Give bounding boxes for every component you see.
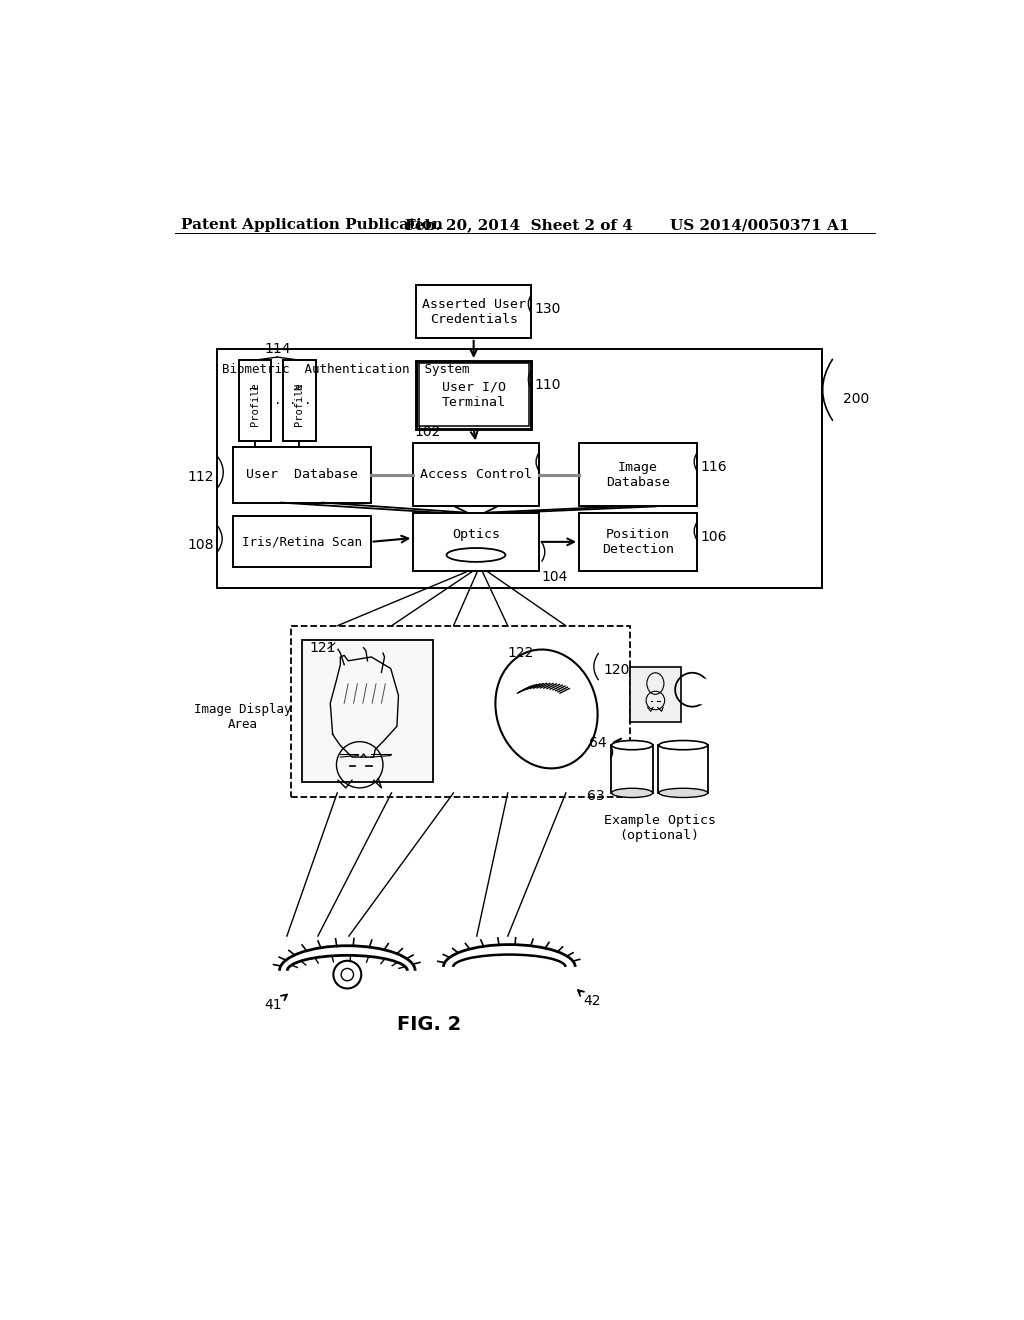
Text: 200: 200 <box>844 392 869 405</box>
Bar <box>658 744 709 793</box>
Text: Profile: Profile <box>250 383 260 426</box>
Text: 1: 1 <box>250 384 260 389</box>
Ellipse shape <box>611 741 652 750</box>
Text: 110: 110 <box>535 378 560 392</box>
Text: Example Optics
(optional): Example Optics (optional) <box>604 814 716 842</box>
Ellipse shape <box>446 548 506 562</box>
Text: 41: 41 <box>264 998 282 1011</box>
Text: 114: 114 <box>264 342 291 355</box>
Text: 104: 104 <box>542 570 568 583</box>
Bar <box>611 744 653 793</box>
Text: Iris/Retina Scan: Iris/Retina Scan <box>242 536 361 548</box>
Ellipse shape <box>658 741 708 750</box>
Bar <box>217 350 821 589</box>
Text: Patent Application Publication: Patent Application Publication <box>180 218 442 232</box>
Text: Biometric  Authentication  System: Biometric Authentication System <box>222 363 469 376</box>
Text: FIG. 2: FIG. 2 <box>396 1015 461 1034</box>
Bar <box>579 512 697 572</box>
Text: Feb. 20, 2014  Sheet 2 of 4: Feb. 20, 2014 Sheet 2 of 4 <box>406 218 633 232</box>
Bar <box>239 360 271 441</box>
Text: 42: 42 <box>584 994 601 1008</box>
Bar <box>630 667 681 722</box>
Bar <box>414 444 539 507</box>
Text: User  Database: User Database <box>246 469 357 482</box>
Bar <box>302 640 432 781</box>
Text: 63: 63 <box>587 789 604 803</box>
Bar <box>579 444 697 507</box>
Bar <box>283 360 315 441</box>
Ellipse shape <box>449 553 504 561</box>
Ellipse shape <box>658 788 708 797</box>
Text: N: N <box>294 384 304 389</box>
Text: Image
Database: Image Database <box>606 461 670 488</box>
Bar <box>417 360 531 429</box>
Text: Profile: Profile <box>294 383 304 426</box>
Text: 122: 122 <box>508 645 535 660</box>
Text: 64: 64 <box>590 737 607 750</box>
Bar <box>232 516 371 568</box>
Text: 120: 120 <box>603 663 630 677</box>
Text: User I/O
Terminal: User I/O Terminal <box>441 380 506 409</box>
Text: Optics: Optics <box>452 528 500 541</box>
Text: 102: 102 <box>415 425 441 440</box>
Text: Asserted User
Credentials: Asserted User Credentials <box>422 297 525 326</box>
Text: 121: 121 <box>309 642 336 655</box>
Text: 116: 116 <box>700 461 727 474</box>
Text: 106: 106 <box>700 529 726 544</box>
Bar <box>417 285 531 338</box>
Ellipse shape <box>611 788 652 797</box>
Bar <box>414 512 539 572</box>
Text: Access Control: Access Control <box>420 469 532 482</box>
Text: 108: 108 <box>187 539 214 552</box>
Text: 112: 112 <box>187 470 214 484</box>
Circle shape <box>688 678 715 705</box>
Bar <box>232 447 371 503</box>
Text: . . .: . . . <box>274 395 312 407</box>
Text: Image Display
Area: Image Display Area <box>194 704 292 731</box>
Bar <box>419 363 528 426</box>
Text: Position
Detection: Position Detection <box>602 528 674 556</box>
Bar <box>291 626 630 797</box>
Text: 130: 130 <box>535 302 560 317</box>
Text: US 2014/0050371 A1: US 2014/0050371 A1 <box>671 218 850 232</box>
